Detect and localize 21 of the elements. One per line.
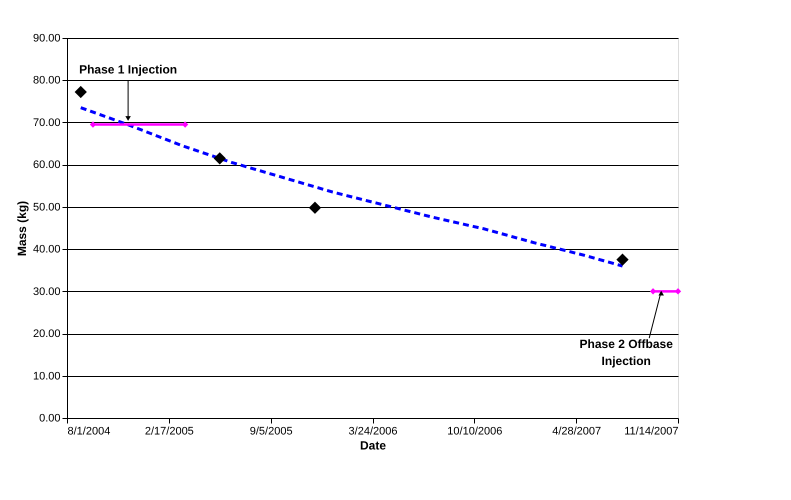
y-tick-label: 20.00	[32, 328, 60, 340]
y-tick-label: 80.00	[32, 74, 60, 87]
y-tick-label: 60.00	[32, 159, 60, 172]
y-tick-label: 50.00	[32, 201, 60, 214]
x-tick-label: 3/24/2006	[348, 426, 398, 438]
y-axis-title: Mass (kg)	[14, 200, 29, 256]
x-axis-title: Date	[360, 438, 386, 452]
x-tick-label: 4/28/2007	[552, 426, 602, 438]
annotation: Phase 2 Offbase Injection	[580, 337, 674, 368]
y-tick-label: 30.00	[32, 286, 60, 298]
y-tick-label: 0.00	[39, 412, 60, 424]
x-tick-label: 11/14/2007	[624, 426, 678, 438]
x-tick-label: 10/10/2006	[447, 426, 502, 438]
x-tick-label: 2/17/2005	[144, 426, 194, 438]
annotation: Phase 1 Injection	[79, 62, 178, 77]
y-tick-label: 70.00	[32, 116, 60, 129]
y-tick-label: 40.00	[32, 244, 60, 256]
y-tick-label: 90.00	[32, 32, 60, 44]
x-tick-label: 8/1/2004	[68, 426, 110, 438]
y-tick-label: 10.00	[32, 370, 60, 382]
x-tick-label: 9/5/2005	[250, 426, 293, 438]
